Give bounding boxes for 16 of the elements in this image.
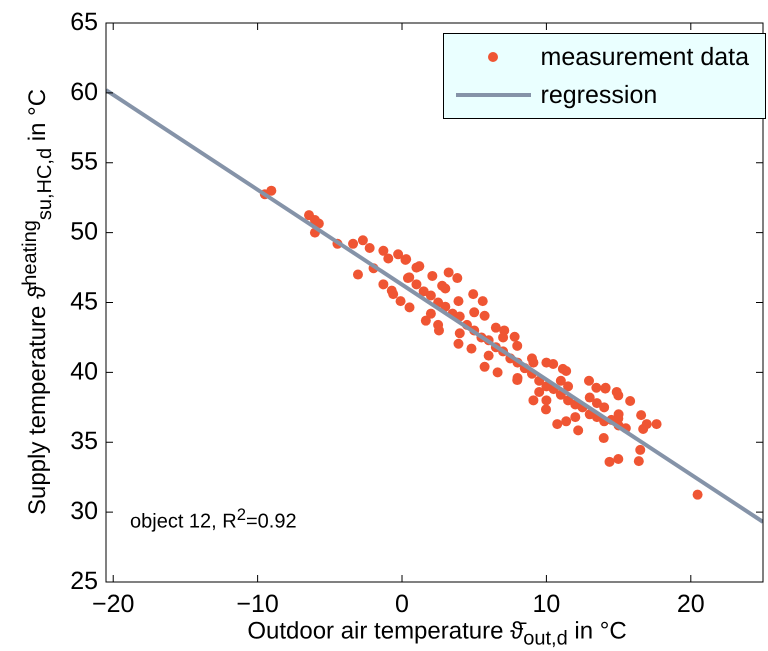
x-tick-label: 0 (395, 590, 409, 618)
x-tick-label: 10 (532, 590, 560, 618)
y-tick-label: 60 (70, 78, 98, 106)
legend-label: measurement data (540, 42, 749, 72)
x-tick-label: 20 (676, 590, 705, 618)
y-tick-label: 65 (70, 8, 98, 36)
y-tick-label: 45 (70, 287, 98, 316)
y-tick-label: 35 (70, 427, 98, 456)
annotation: object 12, R$^{2}$=0.92 (130, 505, 297, 534)
y-tick-label: 30 (70, 497, 98, 526)
y-tick-label: 50 (70, 218, 98, 246)
legend-label: regression (540, 80, 658, 110)
y-tick-label: 55 (70, 148, 98, 176)
x-axis-title: Outdoor air temperature ϑ̄$_{out,d}$ in °C (247, 618, 627, 650)
y-tick-label: 40 (70, 357, 98, 386)
x-tick-label: −10 (236, 590, 279, 618)
